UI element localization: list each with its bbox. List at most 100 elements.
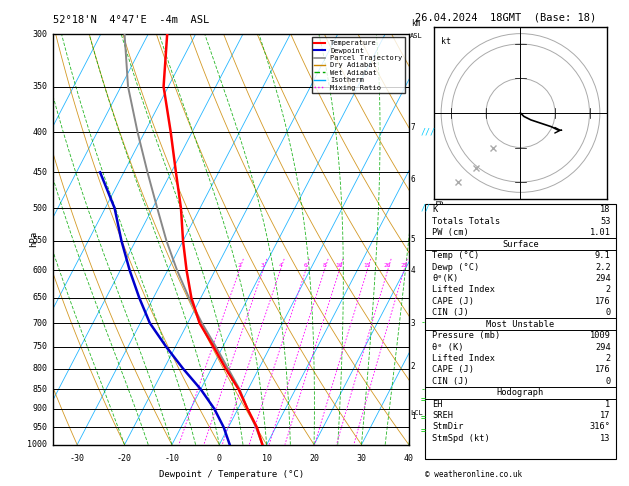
- Text: 0: 0: [217, 454, 222, 463]
- Text: 3: 3: [261, 263, 265, 268]
- Text: 600: 600: [32, 266, 47, 275]
- Text: 2: 2: [426, 365, 430, 372]
- Text: 294: 294: [595, 343, 611, 351]
- Text: θᵉ(K): θᵉ(K): [432, 274, 459, 283]
- Text: 500: 500: [32, 204, 47, 213]
- Text: 6: 6: [304, 263, 308, 268]
- Text: 750: 750: [32, 342, 47, 351]
- Text: 40: 40: [404, 454, 414, 463]
- Text: //: //: [420, 204, 430, 213]
- Text: 1.01: 1.01: [589, 228, 611, 237]
- Text: -: -: [420, 318, 425, 328]
- Text: ASL: ASL: [409, 33, 422, 39]
- Text: 4: 4: [411, 266, 415, 275]
- Text: 950: 950: [32, 423, 47, 432]
- Text: 20: 20: [384, 263, 391, 268]
- Text: 10: 10: [262, 454, 272, 463]
- Text: PW (cm): PW (cm): [432, 228, 469, 237]
- Text: Dewp (°C): Dewp (°C): [432, 262, 479, 272]
- Text: Hodograph: Hodograph: [497, 388, 544, 397]
- Text: 4: 4: [279, 263, 282, 268]
- Text: 8: 8: [323, 263, 326, 268]
- Text: Most Unstable: Most Unstable: [486, 319, 555, 329]
- Text: 0: 0: [606, 308, 611, 317]
- Text: SREH: SREH: [432, 411, 454, 420]
- Text: 5: 5: [426, 235, 430, 241]
- Text: 316°: 316°: [589, 422, 611, 432]
- Text: 2.2: 2.2: [595, 262, 611, 272]
- Text: Mixing Ratio (g/kg): Mixing Ratio (g/kg): [435, 195, 443, 283]
- Legend: Temperature, Dewpoint, Parcel Trajectory, Dry Adiabat, Wet Adiabat, Isotherm, Mi: Temperature, Dewpoint, Parcel Trajectory…: [311, 37, 405, 93]
- Text: =: =: [420, 414, 425, 423]
- Text: θᵉ (K): θᵉ (K): [432, 343, 464, 351]
- Text: 350: 350: [32, 82, 47, 91]
- Text: EH: EH: [432, 400, 443, 409]
- Text: 2: 2: [606, 285, 611, 294]
- Text: =: =: [420, 426, 425, 435]
- Text: 9.1: 9.1: [595, 251, 611, 260]
- Text: 0: 0: [606, 377, 611, 385]
- Text: 1009: 1009: [589, 331, 611, 340]
- Text: 294: 294: [595, 274, 611, 283]
- Text: 700: 700: [32, 318, 47, 328]
- Text: 13: 13: [600, 434, 611, 443]
- Text: 1: 1: [606, 400, 611, 409]
- Text: Lifted Index: Lifted Index: [432, 354, 495, 363]
- Text: 10: 10: [335, 263, 343, 268]
- Text: kt: kt: [441, 37, 451, 46]
- Text: 450: 450: [32, 168, 47, 177]
- Text: 2: 2: [411, 362, 415, 371]
- Text: 6: 6: [411, 175, 415, 184]
- Text: Dewpoint / Temperature (°C): Dewpoint / Temperature (°C): [159, 470, 304, 479]
- Text: 3: 3: [426, 320, 430, 326]
- Text: -: -: [420, 385, 425, 394]
- Text: 176: 176: [595, 296, 611, 306]
- Text: =: =: [420, 395, 425, 404]
- Text: 2: 2: [606, 354, 611, 363]
- Text: 4: 4: [426, 267, 430, 274]
- Text: StmDir: StmDir: [432, 422, 464, 432]
- Text: -30: -30: [70, 454, 85, 463]
- Text: 7: 7: [411, 123, 415, 132]
- Text: 5: 5: [411, 235, 415, 244]
- Text: Surface: Surface: [502, 240, 539, 249]
- Text: LCL: LCL: [411, 410, 423, 417]
- Text: Temp (°C): Temp (°C): [432, 251, 479, 260]
- Text: 900: 900: [32, 404, 47, 413]
- Text: 1: 1: [411, 412, 415, 421]
- Text: 53: 53: [600, 217, 611, 226]
- Text: 650: 650: [32, 293, 47, 302]
- Text: hPa: hPa: [30, 231, 38, 247]
- Text: Totals Totals: Totals Totals: [432, 217, 501, 226]
- Text: 2: 2: [237, 263, 241, 268]
- Text: 400: 400: [32, 128, 47, 137]
- Text: 850: 850: [32, 385, 47, 394]
- Text: ///: ///: [420, 128, 435, 137]
- Text: CIN (J): CIN (J): [432, 308, 469, 317]
- Text: 26.04.2024  18GMT  (Base: 18): 26.04.2024 18GMT (Base: 18): [415, 12, 596, 22]
- Text: Pressure (mb): Pressure (mb): [432, 331, 501, 340]
- Text: 1: 1: [426, 419, 430, 425]
- Text: 3: 3: [411, 318, 415, 328]
- Text: -20: -20: [117, 454, 132, 463]
- Text: © weatheronline.co.uk: © weatheronline.co.uk: [425, 469, 521, 479]
- Text: 20: 20: [309, 454, 319, 463]
- Text: 1000: 1000: [27, 440, 47, 449]
- Text: 800: 800: [32, 364, 47, 373]
- Text: 176: 176: [595, 365, 611, 374]
- Text: 25: 25: [400, 263, 408, 268]
- Text: Lifted Index: Lifted Index: [432, 285, 495, 294]
- Text: StmSpd (kt): StmSpd (kt): [432, 434, 490, 443]
- Text: km: km: [411, 19, 421, 28]
- Text: CAPE (J): CAPE (J): [432, 296, 474, 306]
- Text: K: K: [432, 205, 438, 214]
- Text: 52°18'N  4°47'E  -4m  ASL: 52°18'N 4°47'E -4m ASL: [53, 15, 209, 25]
- Text: 300: 300: [32, 30, 47, 38]
- Text: CIN (J): CIN (J): [432, 377, 469, 385]
- Text: CAPE (J): CAPE (J): [432, 365, 474, 374]
- Text: 18: 18: [600, 205, 611, 214]
- Text: 15: 15: [364, 263, 371, 268]
- Text: -10: -10: [164, 454, 179, 463]
- Text: 550: 550: [32, 236, 47, 245]
- Text: 30: 30: [357, 454, 367, 463]
